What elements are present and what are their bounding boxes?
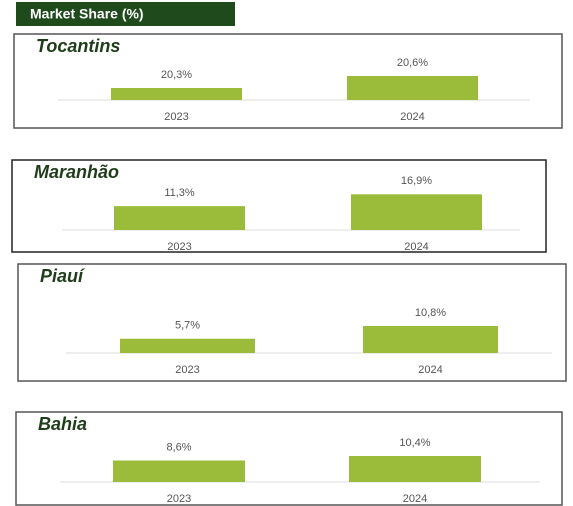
chart-title: Maranhão bbox=[34, 162, 119, 182]
value-label: 20,6% bbox=[397, 57, 428, 69]
chart-title: Piauí bbox=[40, 266, 85, 286]
bar bbox=[111, 88, 242, 100]
value-label: 5,7% bbox=[175, 320, 200, 332]
panel-box bbox=[11, 159, 547, 253]
bar bbox=[120, 338, 255, 353]
value-label: 8,6% bbox=[166, 441, 191, 453]
value-label: 16,9% bbox=[401, 175, 432, 187]
value-label: 20,3% bbox=[161, 69, 192, 81]
x-tick-label: 2023 bbox=[167, 241, 191, 253]
chart-title: Tocantins bbox=[36, 36, 120, 56]
bar bbox=[349, 456, 481, 482]
bar bbox=[347, 76, 478, 100]
x-tick-label: 2024 bbox=[400, 111, 424, 123]
x-tick-label: 2023 bbox=[164, 111, 188, 123]
x-tick-label: 2023 bbox=[175, 364, 199, 376]
x-tick-label: 2024 bbox=[403, 493, 427, 505]
x-tick-label: 2024 bbox=[418, 364, 442, 376]
header-box bbox=[16, 2, 235, 26]
panel-box bbox=[15, 411, 563, 506]
value-label: 10,4% bbox=[399, 437, 430, 449]
header-title: Market Share (%) bbox=[30, 6, 144, 22]
bar bbox=[113, 460, 245, 482]
panel-box bbox=[13, 33, 563, 129]
bar bbox=[351, 194, 482, 230]
panel-box bbox=[17, 263, 567, 382]
bar bbox=[363, 326, 498, 353]
bar bbox=[114, 206, 245, 230]
value-label: 11,3% bbox=[164, 187, 195, 199]
x-tick-label: 2023 bbox=[167, 493, 191, 505]
value-label: 10,8% bbox=[415, 307, 446, 319]
chart-title: Bahia bbox=[38, 414, 87, 434]
x-tick-label: 2024 bbox=[404, 241, 428, 253]
